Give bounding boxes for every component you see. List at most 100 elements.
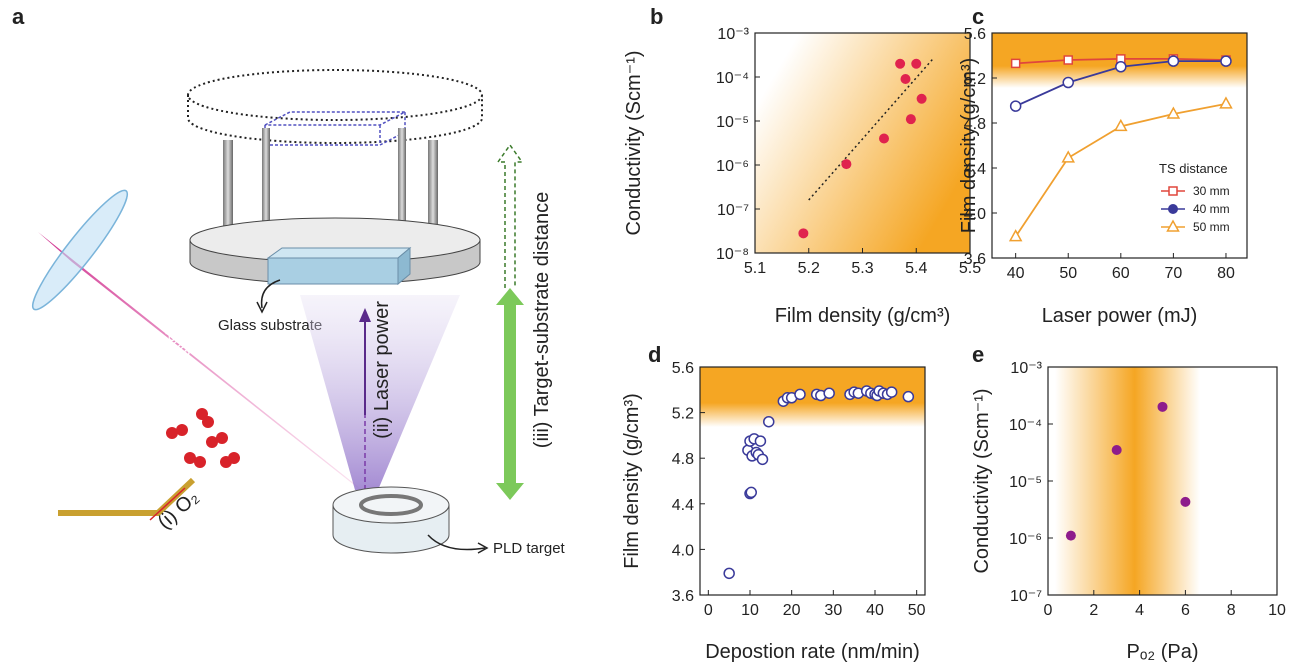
x-tick-label: 30 (824, 602, 842, 619)
oxygen-molecules (166, 408, 240, 468)
y-axis-label: Film density (g/cm³) (621, 393, 643, 569)
pillar (428, 140, 438, 245)
y-axis-label: Film density (g/cm³) (958, 58, 980, 234)
plume (300, 295, 460, 490)
legend-label: 30 mm (1193, 184, 1230, 198)
y-tick-label: 10⁻⁶ (1009, 531, 1042, 548)
y-axis-label: Conductivity (Scm⁻¹) (623, 50, 645, 235)
y-tick-label: 10⁻³ (717, 26, 749, 43)
y-tick-label: 3.6 (672, 588, 694, 605)
point (1115, 61, 1127, 73)
point (1167, 55, 1180, 67)
x-tick-label: 5.1 (744, 260, 766, 277)
x-axis-label: Laser power (mJ) (1042, 305, 1198, 327)
pointer (427, 534, 486, 551)
point (1114, 118, 1128, 132)
y-tick-label: 4.0 (672, 542, 694, 559)
x-axis-label: Pₒ₂ (Pa) (1127, 641, 1199, 663)
pillar (398, 128, 406, 223)
point (905, 114, 916, 125)
y-tick-label: 10⁻⁴ (1009, 417, 1042, 434)
x-tick-label: 70 (1164, 265, 1182, 282)
pointer-head (256, 301, 268, 314)
point (756, 453, 769, 466)
distance-arrow-dashed (496, 143, 524, 288)
point (1010, 58, 1021, 69)
point (879, 133, 889, 144)
legend-marker (1166, 219, 1180, 232)
laser-beam (38, 232, 363, 492)
y-tick-label: 10⁻⁵ (1009, 474, 1042, 491)
point (1062, 76, 1074, 89)
point (1220, 55, 1232, 67)
y-axis-label: Conductivity (Scm⁻¹) (971, 388, 993, 573)
y-tick-label: 10⁻³ (1010, 360, 1042, 377)
diagram: a Glass substrate KrF 248nm (ii) Laser p… (12, 4, 566, 557)
y-tick-label: 4.4 (964, 161, 986, 178)
point (1180, 496, 1191, 507)
x-axis-label: Depostion rate (nm/min) (705, 641, 920, 663)
substrate-side (397, 246, 411, 286)
legend-title: TS distance (1159, 161, 1228, 176)
x-tick-label: 2 (1089, 602, 1098, 619)
point (723, 567, 735, 580)
x-tick-label: 0 (704, 602, 713, 619)
x-tick-label: 6 (1181, 602, 1190, 619)
panel-label: a (12, 4, 25, 29)
bg-gradient (755, 33, 970, 253)
pillar (223, 140, 233, 245)
y-tick-label: 4.8 (672, 451, 694, 468)
label-substrate: Glass substrate (218, 317, 322, 334)
panel-label: e (972, 342, 984, 367)
x-tick-label: 4 (1135, 602, 1144, 619)
substrate-top (266, 247, 412, 259)
lens (31, 189, 129, 311)
x-tick-label: 5.5 (959, 260, 981, 277)
legend-marker (1168, 204, 1178, 214)
panel-label: c (972, 4, 984, 29)
point (763, 415, 775, 428)
point (1063, 55, 1073, 65)
y-tick-label: 10⁻⁷ (717, 202, 749, 219)
y-tick-label: 4.4 (672, 497, 694, 514)
distance-arrow (496, 288, 524, 500)
x-tick-label: 10 (741, 602, 759, 619)
x-tick-label: 40 (1007, 265, 1025, 282)
x-axis-label: Film density (g/cm³) (775, 305, 951, 327)
x-tick-label: 50 (1059, 265, 1077, 282)
y-tick-label: 10⁻⁴ (716, 70, 749, 87)
label-laser-power: (ii) Laser power (371, 301, 393, 439)
point (1219, 96, 1233, 109)
y-tick-label: 4.0 (964, 206, 986, 223)
pointer-head (477, 542, 489, 554)
holder-outline (264, 111, 406, 146)
x-tick-label: 8 (1227, 602, 1236, 619)
point (745, 486, 757, 499)
x-tick-label: 50 (908, 602, 926, 619)
y-tick-label: 3.6 (964, 251, 986, 268)
plot-frame (991, 32, 1248, 259)
target (332, 486, 450, 524)
x-tick-label: 80 (1217, 265, 1235, 282)
panel-label: d (648, 342, 661, 367)
y-tick-label: 10⁻⁵ (716, 114, 749, 131)
trendline (808, 58, 933, 201)
x-tick-label: 5.4 (905, 260, 927, 277)
point (1157, 401, 1168, 412)
point (902, 390, 915, 403)
point (1061, 150, 1076, 163)
point (1008, 229, 1023, 242)
legend-label: 40 mm (1193, 202, 1230, 216)
y-tick-label: 10⁻⁷ (1010, 588, 1042, 605)
point (823, 387, 835, 399)
point (794, 388, 806, 401)
x-tick-label: 40 (866, 602, 884, 619)
x-tick-label: 5.3 (851, 260, 873, 277)
x-tick-label: 60 (1112, 265, 1130, 282)
y-tick-label: 5.2 (672, 406, 694, 423)
legend-box (1153, 157, 1245, 235)
top-disk (187, 69, 483, 121)
point (1111, 444, 1122, 455)
point (885, 386, 898, 398)
